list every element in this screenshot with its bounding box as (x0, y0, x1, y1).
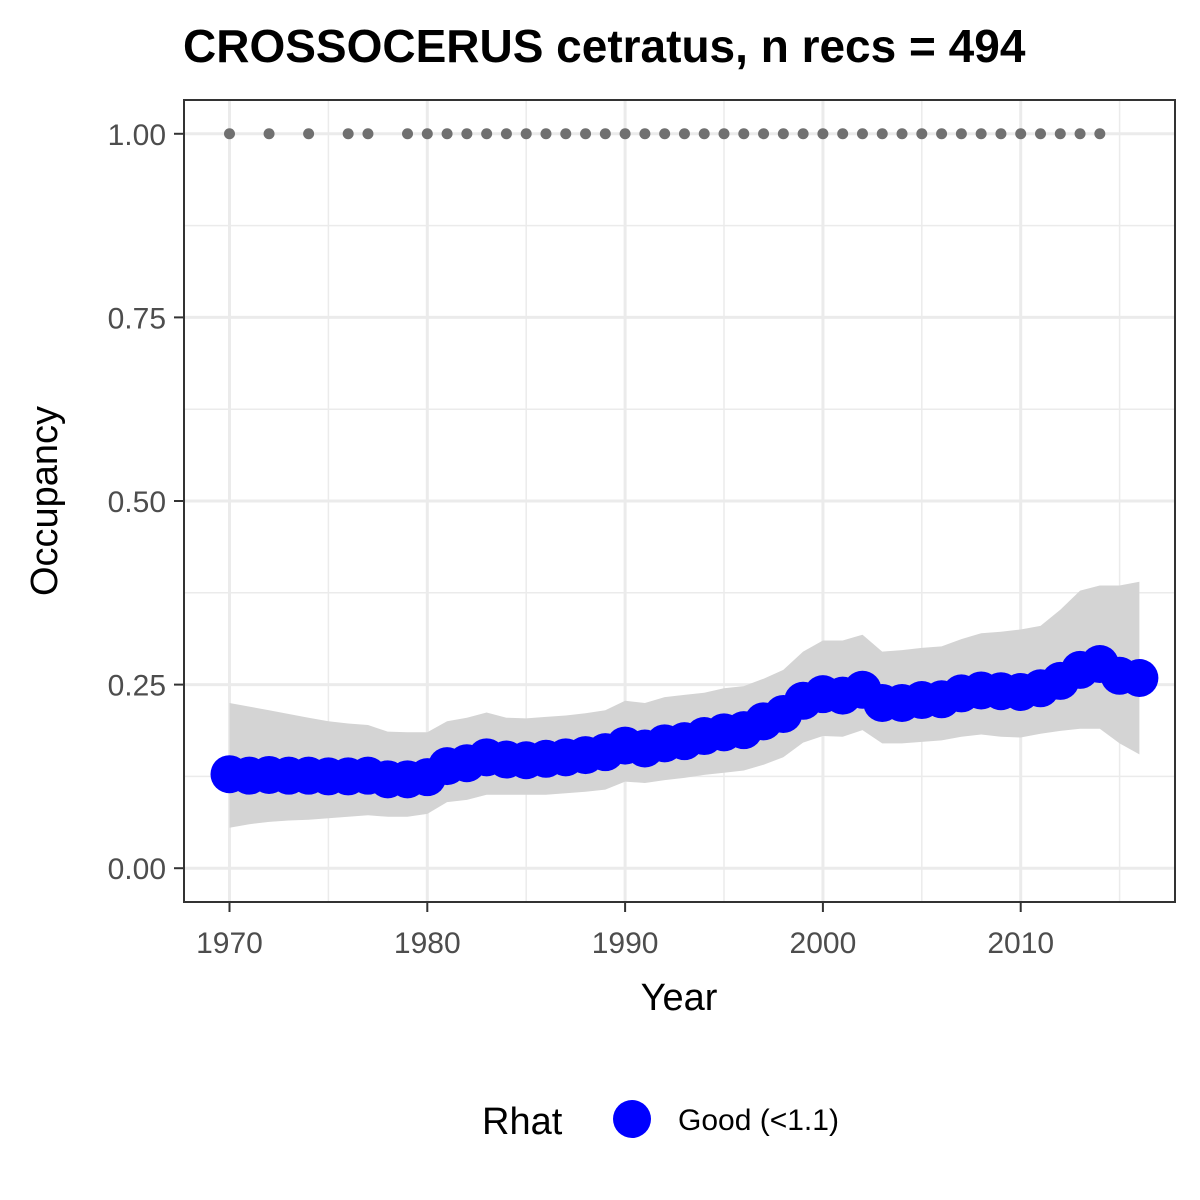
record-year-dot (678, 128, 690, 140)
record-year-dot (263, 128, 275, 140)
x-tick-label: 1990 (592, 927, 659, 960)
record-year-dot (520, 128, 532, 140)
y-tick-label: 0.75 (108, 302, 166, 335)
x-tick-label: 2000 (790, 927, 857, 960)
x-tick-label: 1970 (196, 927, 263, 960)
record-year-dot (955, 128, 967, 140)
record-year-dot (1034, 128, 1046, 140)
y-axis: 0.00 0.25 0.50 0.75 1.00 (108, 119, 184, 886)
x-axis: 1970 1980 1990 2000 2010 (196, 902, 1054, 960)
x-tick-label: 2010 (987, 927, 1054, 960)
chart-title: CROSSOCERUS cetratus, n recs = 494 (183, 20, 1026, 72)
record-year-dot (540, 128, 552, 140)
occupancy-points-layer (210, 645, 1159, 799)
record-year-dot (856, 128, 868, 140)
y-tick-label: 1.00 (108, 119, 166, 152)
record-year-dot (402, 128, 414, 140)
record-year-dot (1094, 128, 1106, 140)
record-year-dot (837, 128, 849, 140)
record-year-dot (876, 128, 888, 140)
record-year-dot (698, 128, 710, 140)
record-year-dot (639, 128, 651, 140)
record-year-dot (619, 128, 631, 140)
occupancy-point (1120, 658, 1159, 697)
record-year-dot (817, 128, 829, 140)
record-year-dot (758, 128, 770, 140)
y-axis-title: Occupancy (24, 406, 66, 596)
record-dots-layer (223, 128, 1106, 140)
record-year-dot (896, 128, 908, 140)
record-year-dot (659, 128, 671, 140)
record-year-dot (797, 128, 809, 140)
y-tick-label: 0.50 (108, 486, 166, 519)
record-year-dot (936, 128, 948, 140)
record-year-dot (481, 128, 493, 140)
record-year-dot (975, 128, 987, 140)
legend-key-good (613, 1100, 651, 1138)
record-year-dot (560, 128, 572, 140)
record-year-dot (1054, 128, 1066, 140)
x-tick-label: 1980 (394, 927, 461, 960)
record-year-dot (223, 128, 235, 140)
y-tick-label: 0.00 (108, 853, 166, 886)
record-year-dot (738, 128, 750, 140)
record-year-dot (362, 128, 374, 140)
record-year-dot (916, 128, 928, 140)
legend: Rhat Good (<1.1) (482, 1100, 839, 1143)
record-year-dot (777, 128, 789, 140)
record-year-dot (421, 128, 433, 140)
record-year-dot (342, 128, 354, 140)
y-tick-label: 0.25 (108, 670, 166, 703)
record-year-dot (500, 128, 512, 140)
record-year-dot (441, 128, 453, 140)
record-year-dot (995, 128, 1007, 140)
legend-title: Rhat (482, 1101, 563, 1143)
legend-label-good: Good (<1.1) (678, 1104, 839, 1137)
record-year-dot (718, 128, 730, 140)
record-year-dot (1074, 128, 1086, 140)
record-year-dot (461, 128, 473, 140)
x-axis-title: Year (641, 977, 718, 1019)
record-year-dot (1015, 128, 1027, 140)
record-year-dot (599, 128, 611, 140)
record-year-dot (580, 128, 592, 140)
record-year-dot (303, 128, 315, 140)
